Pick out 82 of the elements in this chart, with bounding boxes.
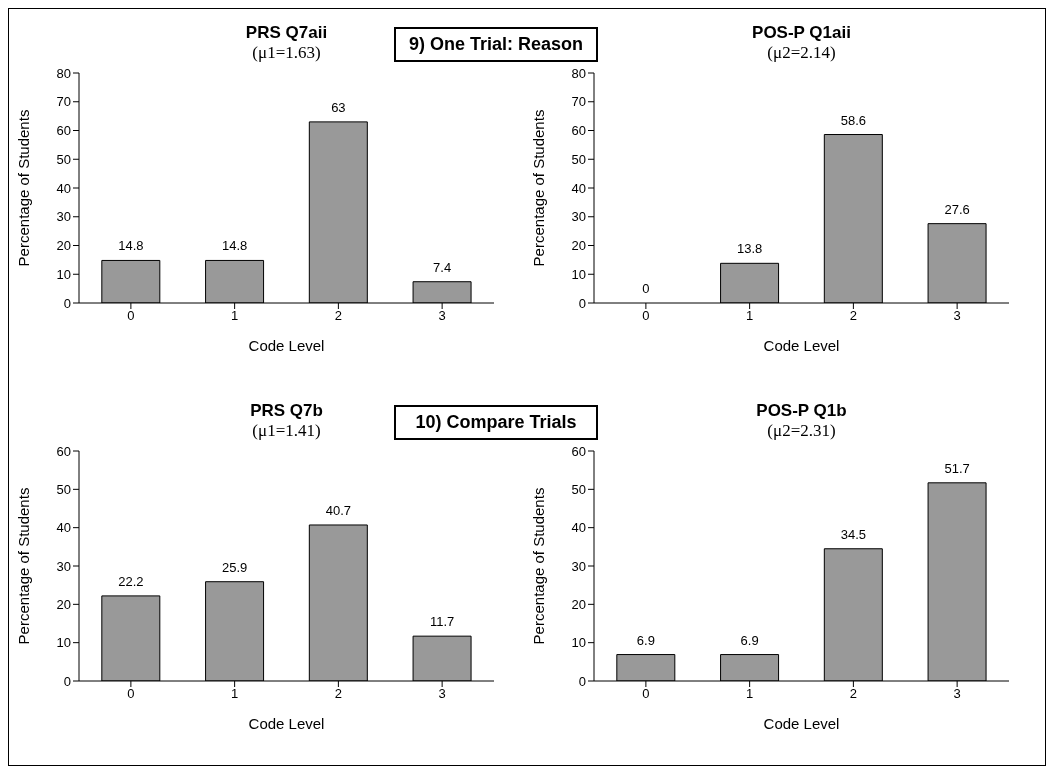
- y-tick-label: 50: [56, 151, 71, 167]
- x-axis-title: Code Level: [248, 715, 325, 732]
- data-label: 6.9: [740, 632, 759, 648]
- y-tick-label: 60: [56, 443, 71, 459]
- chart-title: PRS Q7aii: [245, 23, 328, 42]
- x-tick-label: 1: [746, 308, 754, 324]
- x-tick-label: 3: [953, 308, 961, 324]
- y-tick-label: 50: [571, 151, 586, 167]
- x-tick-label: 1: [746, 686, 754, 702]
- y-tick-label: 20: [56, 596, 71, 612]
- x-tick-label: 2: [334, 308, 342, 324]
- x-tick-label: 0: [127, 308, 135, 324]
- y-tick-label: 10: [571, 266, 586, 282]
- y-tick-label: 40: [56, 520, 71, 536]
- data-label: 0: [642, 281, 650, 296]
- y-axis-title: Percentage of Students: [530, 487, 548, 645]
- y-tick-label: 0: [63, 295, 71, 311]
- y-axis-title: Percentage of Students: [530, 109, 548, 267]
- data-label: 6.9: [636, 632, 655, 648]
- chart-subtitle: (μ1=1.41): [252, 421, 321, 440]
- x-tick-label: 2: [849, 308, 857, 324]
- y-tick-label: 30: [571, 209, 586, 225]
- y-tick-label: 30: [56, 558, 71, 574]
- data-label: 40.7: [325, 502, 352, 518]
- y-tick-label: 20: [571, 596, 586, 612]
- x-tick-label: 2: [334, 686, 342, 702]
- y-tick-label: 50: [56, 481, 71, 497]
- data-label: 14.8: [118, 238, 144, 254]
- chart-title: POS-P Q1b: [756, 401, 847, 420]
- text: 10) Compare Trials: [394, 405, 598, 440]
- data-label: 7.4: [433, 259, 452, 275]
- y-tick-label: 60: [571, 443, 586, 459]
- y-axis-title: Percentage of Students: [15, 487, 33, 645]
- data-label: 22.2: [118, 573, 144, 589]
- data-label: 51.7: [944, 460, 970, 476]
- y-tick-label: 50: [571, 481, 586, 497]
- y-tick-label: 30: [571, 558, 586, 574]
- data-label: 27.6: [944, 201, 970, 217]
- data-label: 13.8: [736, 241, 763, 257]
- x-tick-label: 0: [127, 686, 135, 702]
- data-label: 34.5: [840, 526, 867, 542]
- text: 9) One Trial: Reason: [394, 27, 598, 62]
- y-tick-label: 30: [56, 209, 71, 225]
- chart-title: PRS Q7b: [250, 401, 323, 420]
- data-label: 25.9: [221, 559, 248, 575]
- y-tick-label: 0: [578, 295, 586, 311]
- y-tick-label: 70: [571, 94, 586, 110]
- y-tick-label: 60: [56, 123, 71, 139]
- data-label: 58.6: [840, 112, 867, 128]
- x-axis-title: Code Level: [763, 715, 840, 732]
- y-tick-label: 10: [571, 635, 586, 651]
- y-tick-label: 20: [56, 238, 71, 254]
- data-label: 63: [331, 99, 346, 115]
- x-axis-title: Code Level: [763, 337, 840, 354]
- y-tick-label: 0: [63, 673, 71, 689]
- x-tick-label: 0: [642, 686, 650, 702]
- x-tick-label: 3: [438, 686, 446, 702]
- x-tick-label: 3: [953, 686, 961, 702]
- y-tick-label: 10: [56, 266, 71, 282]
- y-tick-label: 80: [571, 65, 586, 81]
- x-tick-label: 1: [231, 308, 239, 324]
- data-label: 14.8: [221, 238, 248, 254]
- y-tick-label: 0: [578, 673, 586, 689]
- data-label: 11.7: [429, 614, 455, 630]
- x-tick-label: 1: [231, 686, 239, 702]
- y-tick-label: 40: [56, 180, 71, 196]
- y-tick-label: 60: [571, 123, 586, 139]
- y-tick-label: 20: [571, 238, 586, 254]
- y-tick-label: 10: [56, 635, 71, 651]
- chart-title: POS-P Q1aii: [752, 23, 851, 42]
- chart-subtitle: (μ1=1.63): [252, 43, 321, 62]
- x-tick-label: 0: [642, 308, 650, 324]
- chart-subtitle: (μ2=2.14): [767, 43, 836, 62]
- y-tick-label: 40: [571, 520, 586, 536]
- x-tick-label: 3: [438, 308, 446, 324]
- y-tick-label: 70: [56, 94, 71, 110]
- chart-subtitle: (μ2=2.31): [767, 421, 836, 440]
- y-tick-label: 40: [571, 180, 586, 196]
- y-axis-title: Percentage of Students: [15, 109, 33, 267]
- y-tick-label: 80: [56, 65, 71, 81]
- x-tick-label: 2: [849, 686, 857, 702]
- x-axis-title: Code Level: [248, 337, 325, 354]
